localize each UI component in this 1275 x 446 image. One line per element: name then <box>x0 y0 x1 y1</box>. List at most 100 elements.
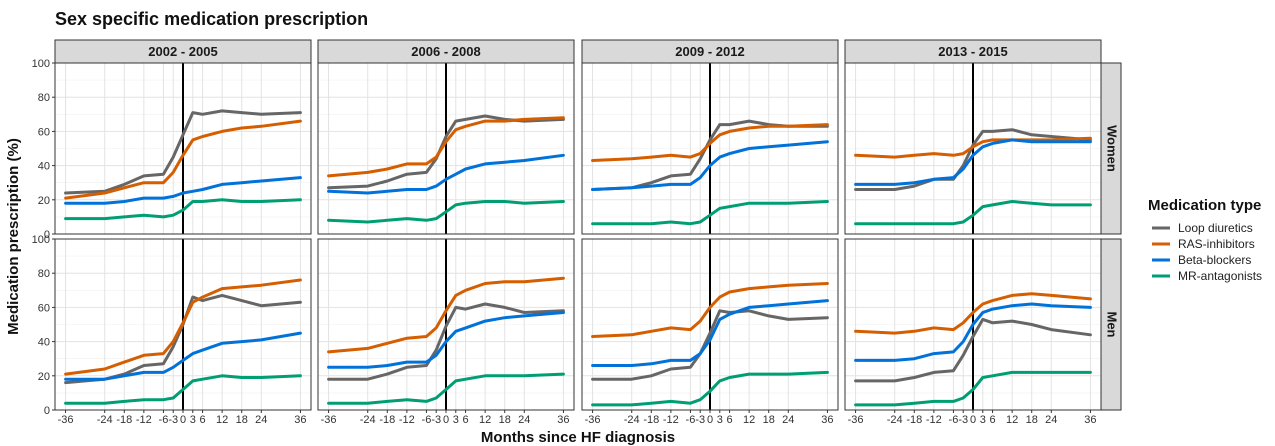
series-line <box>591 123 829 162</box>
sex-strip-label: Women <box>1105 125 1120 172</box>
x-tick-label: 12 <box>1006 414 1018 426</box>
x-tick-label: -3 <box>168 414 178 426</box>
y-tick-label: 40 <box>38 161 50 173</box>
series-line <box>64 119 302 200</box>
x-tick-label: -24 <box>360 414 376 426</box>
y-tick-label: 80 <box>38 268 50 280</box>
series-line <box>591 370 829 407</box>
period-strip-label: 2013 - 2015 <box>938 44 1007 59</box>
x-tick-label: 18 <box>1026 414 1038 426</box>
facet-panel: -36 -24 -18 -12 -6 -3 0 3 6 12 18 24 36 <box>844 238 1102 426</box>
x-tick-label: -18 <box>906 414 922 426</box>
x-tick-label: -36 <box>58 414 74 426</box>
series-line <box>64 278 302 376</box>
legend-label: RAS-inhibitors <box>1178 237 1255 251</box>
x-tick-label: -3 <box>695 414 705 426</box>
legend-label: Loop diuretics <box>1178 221 1253 235</box>
legend-label: Beta-blockers <box>1178 253 1251 267</box>
x-tick-label: -24 <box>624 414 640 426</box>
x-tick-label: 0 <box>443 414 449 426</box>
facet-panel: -36 -24 -18 -12 -6 -3 0 3 6 12 18 24 36 <box>317 238 575 426</box>
sex-strip-label: Men <box>1105 312 1120 338</box>
x-tick-label: -36 <box>585 414 601 426</box>
x-tick-label: -18 <box>116 414 132 426</box>
x-tick-label: 0 <box>180 414 186 426</box>
chart-title: Sex specific medication prescription <box>55 9 368 29</box>
x-tick-label: 0 <box>970 414 976 426</box>
x-tick-label: -6 <box>422 414 432 426</box>
x-tick-label: 12 <box>479 414 491 426</box>
x-tick-label: 24 <box>782 414 794 426</box>
x-tick-label: 36 <box>1084 414 1096 426</box>
series-line <box>591 140 829 191</box>
x-tick-label: 24 <box>518 414 530 426</box>
panel-border <box>581 62 839 235</box>
x-tick-label: -12 <box>926 414 942 426</box>
y-axis-title: Medication prescription (%) <box>5 138 22 335</box>
panel-border <box>317 62 575 235</box>
x-tick-label: 3 <box>717 414 723 426</box>
facet-panel: 0 20 40 60 80 100 <box>32 58 312 241</box>
series-line <box>327 153 565 195</box>
x-tick-label: -3 <box>431 414 441 426</box>
x-tick-label: -36 <box>848 414 864 426</box>
series-line <box>854 138 1092 186</box>
x-tick-label: 36 <box>557 414 569 426</box>
series-line <box>854 370 1092 407</box>
series-line <box>327 302 565 381</box>
series-line <box>854 200 1092 226</box>
x-tick-label: 3 <box>190 414 196 426</box>
facet-panel: -36 -24 -18 -12 -6 -3 0 3 6 12 18 24 36 <box>581 238 839 426</box>
x-tick-label: 18 <box>763 414 775 426</box>
series-line <box>854 292 1092 335</box>
x-tick-label: 18 <box>236 414 248 426</box>
series-line <box>591 299 829 367</box>
series-line <box>327 200 565 224</box>
period-strip-label: 2006 - 2008 <box>411 44 480 59</box>
facet-panel <box>317 62 575 235</box>
series-line <box>591 309 829 381</box>
series-line <box>591 200 829 226</box>
series-line <box>327 276 565 354</box>
x-tick-label: -12 <box>136 414 152 426</box>
legend-title: Medication type <box>1148 197 1261 214</box>
series-line <box>854 136 1092 159</box>
series-line <box>64 374 302 405</box>
series-line <box>64 331 302 381</box>
y-tick-label: 20 <box>38 371 50 383</box>
x-tick-label: -6 <box>686 414 696 426</box>
x-tick-label: -36 <box>321 414 337 426</box>
x-tick-label: -12 <box>399 414 415 426</box>
x-tick-label: -3 <box>958 414 968 426</box>
x-tick-label: 3 <box>980 414 986 426</box>
series-line <box>327 114 565 190</box>
y-tick-label: 80 <box>38 92 50 104</box>
y-tick-label: 0 <box>44 405 50 417</box>
series-line <box>854 128 1092 191</box>
x-tick-label: 18 <box>499 414 511 426</box>
x-tick-label: 3 <box>453 414 459 426</box>
y-tick-label: 100 <box>32 234 50 246</box>
facet-panel <box>581 62 839 235</box>
legend-label: MR-antagonists <box>1178 269 1262 283</box>
x-tick-label: 6 <box>727 414 733 426</box>
panel-border <box>54 62 312 235</box>
y-tick-label: 40 <box>38 337 50 349</box>
series-line <box>591 282 829 338</box>
x-tick-label: -6 <box>949 414 959 426</box>
x-tick-label: 36 <box>294 414 306 426</box>
x-tick-label: 6 <box>990 414 996 426</box>
series-line <box>591 119 829 191</box>
period-strip-label: 2009 - 2012 <box>675 44 744 59</box>
x-axis-title: Months since HF diagnosis <box>481 429 675 446</box>
y-tick-label: 60 <box>38 126 50 138</box>
x-tick-label: 6 <box>463 414 469 426</box>
x-tick-label: -6 <box>159 414 169 426</box>
facet-panel <box>844 62 1102 235</box>
x-tick-label: 12 <box>743 414 755 426</box>
x-tick-label: -18 <box>643 414 659 426</box>
x-tick-label: -24 <box>97 414 113 426</box>
period-strip-label: 2002 - 2005 <box>148 44 217 59</box>
facet-panels: 2002 - 2005 2006 - 2008 2009 - 2012 2013 - … <box>32 39 1122 426</box>
x-tick-label: 24 <box>255 414 267 426</box>
